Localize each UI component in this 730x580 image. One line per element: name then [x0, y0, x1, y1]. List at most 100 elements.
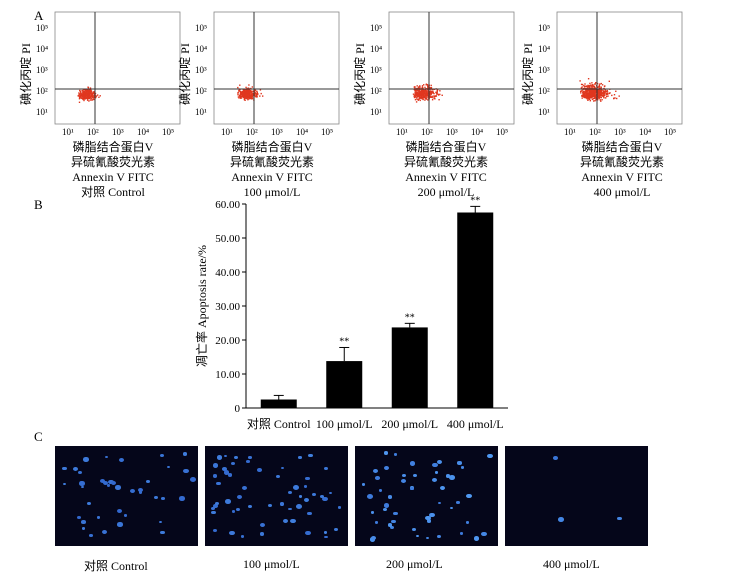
- flow-dot: [97, 94, 99, 96]
- flow-dot: [435, 92, 437, 94]
- flow-dot: [95, 96, 97, 99]
- flow-dot: [598, 90, 600, 92]
- cell-nucleus: [96, 515, 101, 519]
- flow-dot: [430, 90, 433, 93]
- flow-dot: [78, 92, 80, 94]
- flow-dot: [600, 86, 602, 88]
- flow-caption-200: 磷脂结合蛋白V 异硫氰酸荧光素 Annexin V FITC 200 μmol/…: [396, 140, 496, 200]
- flow-dot: [608, 80, 610, 82]
- flow-dot: [423, 90, 425, 92]
- flow-caption-control: 磷脂结合蛋白V 异硫氰酸荧光素 Annexin V FITC 对照 Contro…: [63, 140, 163, 200]
- flow-dot: [82, 97, 85, 99]
- flow-dot: [414, 99, 417, 101]
- cell-nucleus: [118, 457, 124, 462]
- cell-nucleus: [449, 506, 454, 510]
- cell-nucleus: [384, 465, 390, 470]
- flow-dot: [252, 94, 254, 96]
- cell-nucleus: [139, 491, 143, 494]
- flow-dot: [611, 94, 613, 97]
- cell-nucleus: [214, 501, 219, 505]
- flow-dot: [88, 100, 90, 102]
- flow-dot: [240, 97, 242, 99]
- flow-dot: [595, 99, 597, 101]
- cell-nucleus: [412, 528, 417, 532]
- cell-nucleus: [416, 534, 420, 538]
- flow-y-tick: 10⁵: [538, 23, 550, 33]
- flow-dot: [594, 83, 597, 85]
- cell-nucleus: [456, 501, 460, 504]
- cell-nucleus: [337, 506, 341, 509]
- flow-events: [412, 83, 443, 103]
- flow-dot: [602, 89, 604, 92]
- flow-dot: [82, 95, 85, 97]
- cell-nucleus: [401, 479, 406, 484]
- flow-dot: [421, 98, 423, 100]
- flow-dot: [412, 93, 415, 95]
- bar: [457, 212, 494, 408]
- cell-nucleus: [328, 491, 333, 495]
- flow-dot: [418, 86, 420, 88]
- cell-nucleus: [216, 455, 223, 460]
- cell-nucleus: [211, 510, 216, 515]
- cell-nucleus: [292, 485, 299, 491]
- flow-dot: [240, 97, 243, 99]
- flow-x-tick: 10³: [614, 127, 626, 137]
- flow-dot: [421, 85, 424, 87]
- cell-nucleus: [436, 459, 443, 465]
- flow-dot: [586, 87, 589, 89]
- flow-dot: [430, 91, 433, 94]
- cell-nucleus: [390, 519, 396, 524]
- cell-nucleus: [123, 513, 128, 517]
- flow-dot: [586, 95, 588, 97]
- cell-nucleus: [372, 469, 378, 474]
- flow-dot: [416, 96, 419, 98]
- cell-nucleus: [183, 452, 188, 456]
- flow-dot: [243, 91, 245, 93]
- cell-nucleus: [236, 494, 243, 500]
- flow-dot: [238, 94, 241, 97]
- flow-dot: [439, 93, 441, 96]
- flow-y-tick: 10¹: [36, 107, 48, 117]
- flow-dot: [421, 90, 424, 92]
- flow-dot: [250, 89, 252, 92]
- cell-nucleus: [389, 525, 395, 530]
- flow-dot: [425, 84, 427, 86]
- cell-nucleus: [558, 517, 564, 522]
- flow-dot: [599, 83, 601, 85]
- flow-dot: [596, 86, 599, 88]
- flow-dot: [419, 91, 421, 94]
- flow-dot: [416, 92, 418, 95]
- flow-dot: [432, 92, 434, 94]
- flow-dot: [599, 90, 601, 92]
- flow-dot: [605, 93, 608, 95]
- flow-dot: [416, 98, 418, 100]
- flow-dot: [593, 95, 596, 98]
- flow-dot: [599, 94, 602, 97]
- flow-dot: [595, 95, 597, 97]
- flow-dot: [582, 94, 584, 96]
- flow-dot: [255, 93, 258, 96]
- flow-x-tick: 10⁴: [639, 127, 651, 137]
- flow-dot: [592, 90, 594, 92]
- flow-dot: [591, 87, 593, 89]
- flow-dot: [89, 96, 91, 98]
- flow-dot: [245, 95, 248, 97]
- flow-dot: [592, 92, 594, 94]
- flow-dot: [89, 87, 92, 89]
- x-tick-label: 100 μmol/L: [316, 417, 373, 431]
- flow-dot: [78, 93, 81, 95]
- flow-dot: [79, 90, 81, 92]
- flow-dot: [587, 93, 589, 95]
- cell-nucleus: [62, 482, 66, 486]
- y-tick-label: 50.00: [215, 233, 240, 245]
- cell-nucleus: [552, 455, 558, 460]
- flow-y-tick: 10⁴: [36, 44, 48, 54]
- cell-nucleus: [189, 476, 196, 482]
- flow-dot: [429, 95, 432, 97]
- flow-dot: [604, 85, 606, 87]
- flow-x-tick: 10³: [446, 127, 458, 137]
- flow-dot: [584, 94, 586, 96]
- flow-dot: [604, 90, 606, 93]
- flow-dot: [605, 93, 607, 96]
- flow-dot: [90, 92, 93, 95]
